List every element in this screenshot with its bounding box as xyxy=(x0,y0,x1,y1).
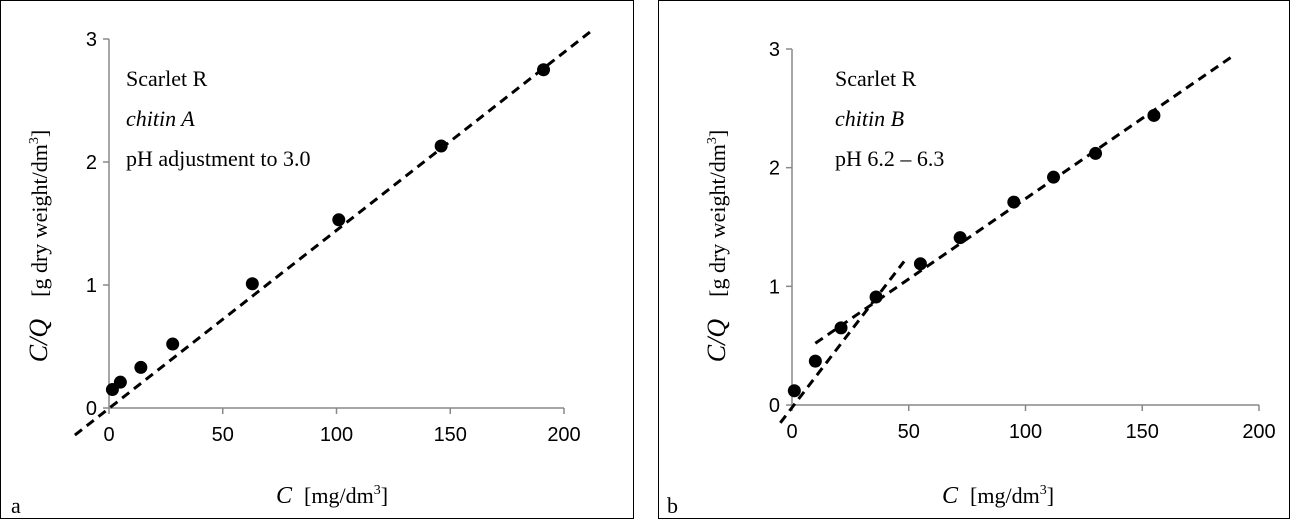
data-point-b xyxy=(834,321,848,335)
fit-line-b-0 xyxy=(779,260,906,424)
y-tick-label-b: 1 xyxy=(769,276,780,298)
x-tick-label-a: 200 xyxy=(547,424,580,446)
y-tick-label-a: 3 xyxy=(86,29,97,51)
x-tick-label-b: 50 xyxy=(898,421,920,443)
annotation-line-b-2: pH 6.2 – 6.3 xyxy=(835,146,944,171)
x-tick-label-b: 200 xyxy=(1242,421,1275,443)
x-tick-label-b: 150 xyxy=(1126,421,1159,443)
annotation-line-b-0: Scarlet R xyxy=(835,66,917,91)
y-tick-label-a: 2 xyxy=(86,152,97,174)
y-tick-label-b: 0 xyxy=(769,395,780,417)
data-point-b xyxy=(1089,146,1103,160)
chart-a-svg: 0 1 2 3 0 50 100 150 200 Scarlet R chitin A pH adju… xyxy=(11,27,595,518)
data-point-b xyxy=(808,354,822,368)
x-tick-label-a: 100 xyxy=(320,424,353,446)
x-tick-label-a: 150 xyxy=(434,424,467,446)
data-point-b xyxy=(787,384,801,398)
chart-b-svg: 0 1 2 3 0 50 100 150 200 Scarlet R chitin B pH 6.2 … xyxy=(667,39,1276,518)
data-point-b xyxy=(953,231,967,245)
y-tick-label-b: 3 xyxy=(769,39,780,61)
data-point-b xyxy=(869,290,883,304)
annotation-line-a-0: Scarlet R xyxy=(126,66,208,91)
fit-line-a-0 xyxy=(73,27,595,437)
annotation-line-a-1: chitin A xyxy=(126,106,195,131)
x-tick-label-a: 50 xyxy=(212,424,234,446)
data-point-b xyxy=(1007,195,1021,209)
y-axis-title-b: C/Q[g dry weight/dm3] xyxy=(702,130,731,362)
data-point-b xyxy=(913,257,927,271)
x-tick-label-b: 100 xyxy=(1009,421,1042,443)
data-point-a xyxy=(166,337,180,351)
y-tick-label-a: 1 xyxy=(86,275,97,297)
x-tick-label-a: 0 xyxy=(103,424,114,446)
y-axis-title-a: C/Q[g dry weight/dm3] xyxy=(24,130,53,362)
panel-letter-b: b xyxy=(667,493,678,518)
x-tick-label-b: 0 xyxy=(786,421,797,443)
annotation-line-b-1: chitin B xyxy=(835,106,904,131)
data-point-a xyxy=(134,360,148,374)
x-axis-title-a: C [mg/dm3] xyxy=(276,483,388,509)
y-tick-label-a: 0 xyxy=(86,398,97,420)
fit-line-b-1 xyxy=(814,56,1232,345)
data-point-a xyxy=(537,63,551,77)
data-point-a xyxy=(434,139,448,153)
annotation-line-a-2: pH adjustment to 3.0 xyxy=(126,146,311,171)
data-point-a xyxy=(332,213,346,227)
data-point-a xyxy=(245,277,259,291)
y-tick-label-b: 2 xyxy=(769,158,780,180)
panel-letter-a: a xyxy=(11,493,21,518)
data-point-b xyxy=(1047,170,1061,184)
chart-panel-a: 0 1 2 3 0 50 100 150 200 Scarlet R chitin A pH adju… xyxy=(0,0,634,519)
data-point-b xyxy=(1147,108,1161,122)
x-axis-title-b: C [mg/dm3] xyxy=(942,483,1054,509)
chart-panel-b: 0 1 2 3 0 50 100 150 200 Scarlet R chitin B pH 6.2 … xyxy=(658,0,1290,519)
data-point-a xyxy=(113,375,127,389)
